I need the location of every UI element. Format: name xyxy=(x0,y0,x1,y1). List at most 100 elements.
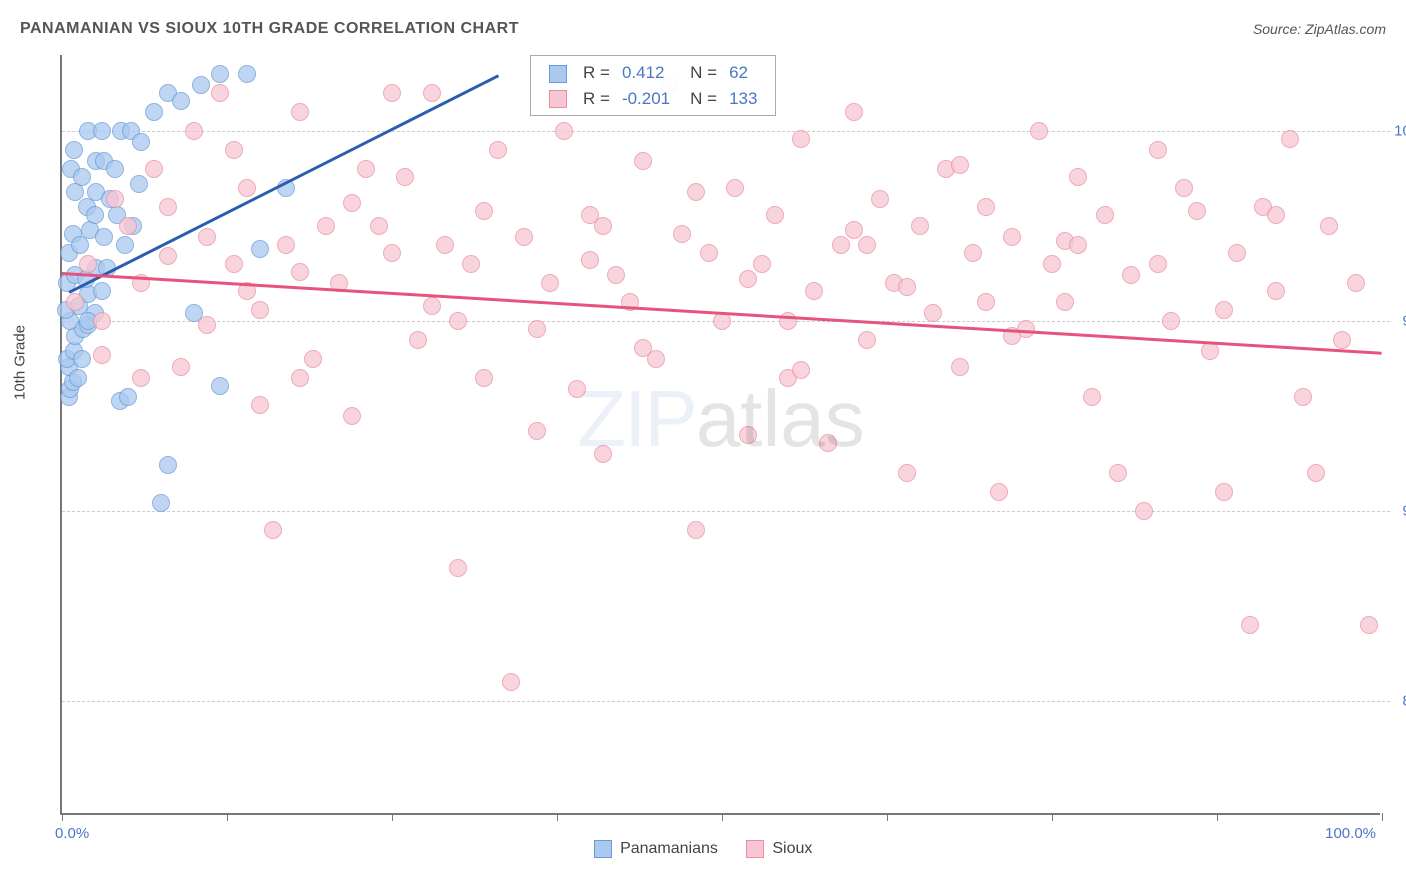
scatter-point-sioux xyxy=(317,217,335,235)
scatter-point-panamanians xyxy=(145,103,163,121)
scatter-point-sioux xyxy=(93,346,111,364)
scatter-point-sioux xyxy=(106,190,124,208)
scatter-point-sioux xyxy=(1333,331,1351,349)
scatter-point-panamanians xyxy=(116,236,134,254)
scatter-point-sioux xyxy=(475,369,493,387)
scatter-point-sioux xyxy=(1083,388,1101,406)
scatter-point-panamanians xyxy=(73,350,91,368)
stats-r-label: R = xyxy=(577,86,616,112)
scatter-point-sioux xyxy=(251,301,269,319)
scatter-point-sioux xyxy=(383,84,401,102)
legend-label: Sioux xyxy=(772,840,812,857)
legend-swatch xyxy=(594,840,612,858)
scatter-point-sioux xyxy=(1149,255,1167,273)
scatter-point-sioux xyxy=(568,380,586,398)
scatter-point-sioux xyxy=(687,183,705,201)
chart-title: PANAMANIAN VS SIOUX 10TH GRADE CORRELATI… xyxy=(20,20,519,38)
scatter-point-sioux xyxy=(1030,122,1048,140)
scatter-point-sioux xyxy=(1043,255,1061,273)
gridline xyxy=(62,701,1390,702)
scatter-point-panamanians xyxy=(69,369,87,387)
x-tick xyxy=(887,813,888,821)
scatter-point-sioux xyxy=(687,521,705,539)
scatter-point-sioux xyxy=(1003,228,1021,246)
legend-item: Panamanians xyxy=(594,840,718,857)
scatter-point-sioux xyxy=(132,369,150,387)
scatter-point-sioux xyxy=(1228,244,1246,262)
scatter-point-sioux xyxy=(449,312,467,330)
scatter-point-sioux xyxy=(1096,206,1114,224)
scatter-point-sioux xyxy=(423,84,441,102)
scatter-point-panamanians xyxy=(211,65,229,83)
legend-swatch xyxy=(746,840,764,858)
scatter-point-sioux xyxy=(1215,483,1233,501)
scatter-point-sioux xyxy=(792,361,810,379)
scatter-point-panamanians xyxy=(93,122,111,140)
stats-n-label: N = xyxy=(676,60,723,86)
scatter-point-sioux xyxy=(726,179,744,197)
scatter-point-sioux xyxy=(1267,206,1285,224)
scatter-point-sioux xyxy=(990,483,1008,501)
scatter-point-sioux xyxy=(1162,312,1180,330)
legend-swatch-panamanians xyxy=(549,65,567,83)
scatter-point-sioux xyxy=(819,434,837,452)
scatter-point-sioux xyxy=(555,122,573,140)
scatter-point-panamanians xyxy=(132,133,150,151)
scatter-point-sioux xyxy=(739,426,757,444)
scatter-point-sioux xyxy=(1307,464,1325,482)
scatter-point-sioux xyxy=(436,236,454,254)
scatter-point-sioux xyxy=(291,103,309,121)
stats-r-value: 0.412 xyxy=(616,60,676,86)
scatter-point-panamanians xyxy=(65,141,83,159)
scatter-point-sioux xyxy=(1201,342,1219,360)
scatter-point-sioux xyxy=(1069,168,1087,186)
scatter-point-sioux xyxy=(1360,616,1378,634)
stats-n-value: 62 xyxy=(723,60,763,86)
scatter-point-panamanians xyxy=(86,206,104,224)
stats-n-value: 133 xyxy=(723,86,763,112)
scatter-point-sioux xyxy=(634,339,652,357)
x-tick xyxy=(1217,813,1218,821)
scatter-point-sioux xyxy=(383,244,401,262)
chart-header: PANAMANIAN VS SIOUX 10TH GRADE CORRELATI… xyxy=(20,20,1386,38)
stats-legend-box: R =0.412N =62R =-0.201N =133 xyxy=(530,55,776,116)
scatter-point-sioux xyxy=(1267,282,1285,300)
y-tick-label: 100.0% xyxy=(1394,123,1406,140)
scatter-point-sioux xyxy=(159,198,177,216)
gridline xyxy=(62,131,1390,132)
scatter-point-sioux xyxy=(409,331,427,349)
watermark: ZIPatlas xyxy=(577,373,864,465)
scatter-point-sioux xyxy=(119,217,137,235)
x-tick xyxy=(392,813,393,821)
scatter-point-sioux xyxy=(198,228,216,246)
scatter-point-sioux xyxy=(792,130,810,148)
scatter-point-sioux xyxy=(304,350,322,368)
scatter-point-sioux xyxy=(1122,266,1140,284)
scatter-point-sioux xyxy=(238,179,256,197)
scatter-point-sioux xyxy=(1188,202,1206,220)
scatter-point-sioux xyxy=(251,396,269,414)
x-tick xyxy=(1052,813,1053,821)
legend-label: Panamanians xyxy=(620,840,718,857)
scatter-point-sioux xyxy=(462,255,480,273)
scatter-point-panamanians xyxy=(119,388,137,406)
scatter-point-sioux xyxy=(502,673,520,691)
scatter-point-sioux xyxy=(1281,130,1299,148)
scatter-point-sioux xyxy=(1056,293,1074,311)
scatter-point-sioux xyxy=(264,521,282,539)
scatter-point-sioux xyxy=(845,221,863,239)
scatter-point-sioux xyxy=(805,282,823,300)
y-axis-label: 10th Grade xyxy=(12,325,29,400)
scatter-point-sioux xyxy=(594,217,612,235)
scatter-point-sioux xyxy=(528,422,546,440)
scatter-point-sioux xyxy=(1175,179,1193,197)
scatter-point-sioux xyxy=(1215,301,1233,319)
scatter-point-sioux xyxy=(66,293,84,311)
scatter-point-sioux xyxy=(1320,217,1338,235)
stats-r-label: R = xyxy=(577,60,616,86)
gridline xyxy=(62,511,1390,512)
scatter-point-sioux xyxy=(515,228,533,246)
scatter-point-panamanians xyxy=(238,65,256,83)
scatter-point-sioux xyxy=(1149,141,1167,159)
scatter-point-sioux xyxy=(594,445,612,463)
